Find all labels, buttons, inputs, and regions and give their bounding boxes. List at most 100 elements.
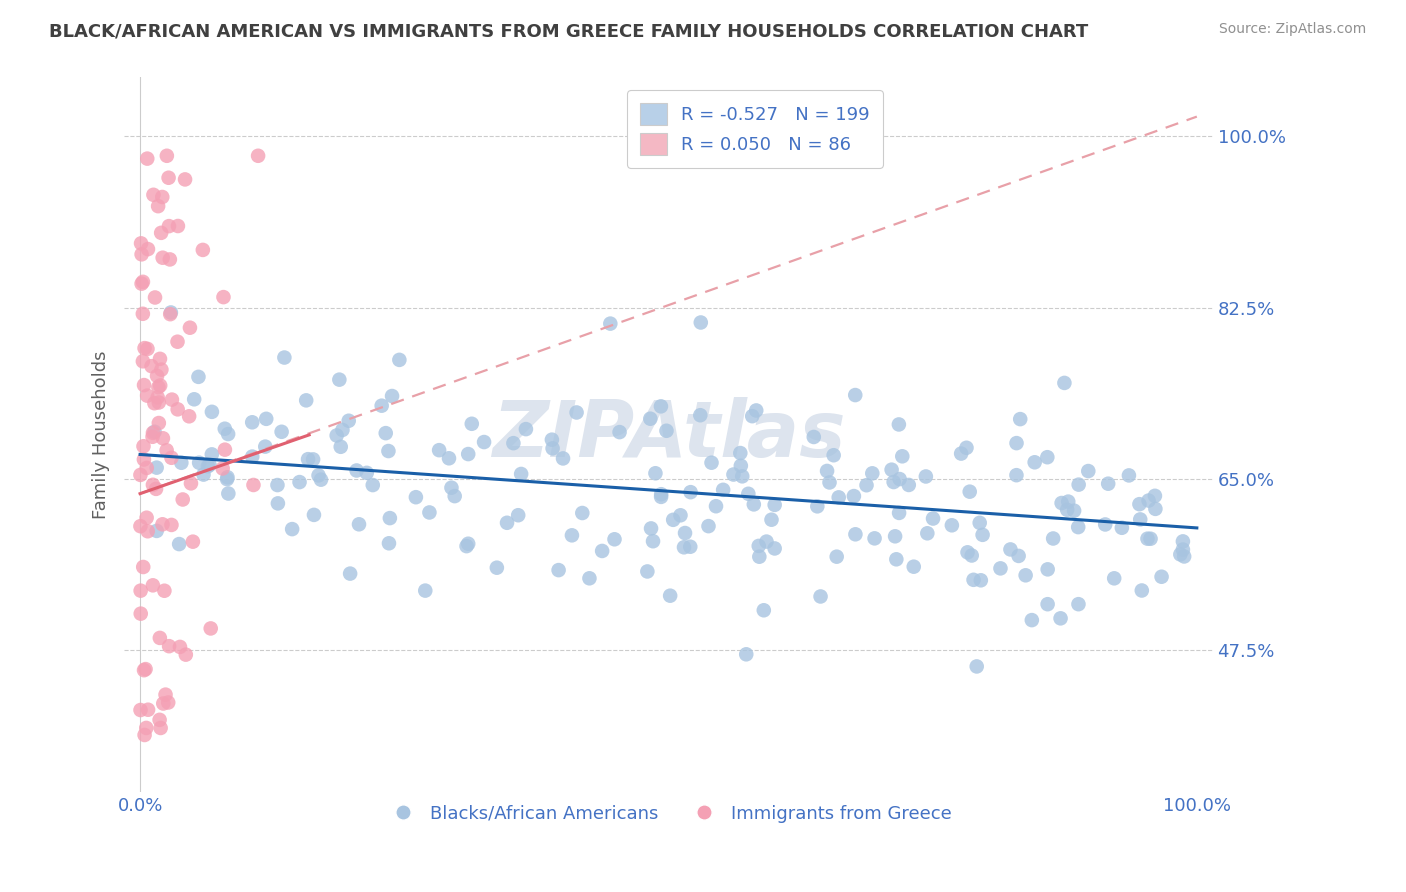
Point [1144, 501, 1167, 516]
Point [1173, 549, 1195, 564]
Point [748, 539, 770, 553]
Point [143, 425, 166, 439]
Point [1050, 496, 1073, 510]
Point [510, 467, 533, 481]
Point [152, 431, 174, 445]
Point [655, 424, 678, 438]
Point [689, 408, 711, 422]
Point [541, 433, 564, 447]
Point [887, 417, 910, 432]
Point [818, 475, 841, 490]
Point [308, 468, 330, 483]
Point [1042, 532, 1064, 546]
Point [160, 305, 183, 319]
Point [143, 396, 166, 410]
Point [302, 452, 325, 467]
Point [844, 527, 866, 541]
Point [179, 409, 201, 424]
Point [662, 513, 685, 527]
Point [1000, 542, 1022, 557]
Point [281, 522, 304, 536]
Point [193, 467, 215, 482]
Point [145, 482, 167, 496]
Point [679, 540, 702, 554]
Point [136, 524, 159, 539]
Point [591, 544, 613, 558]
Point [1129, 512, 1152, 526]
Point [129, 583, 152, 598]
Point [1094, 517, 1116, 532]
Point [571, 506, 593, 520]
Point [132, 307, 155, 321]
Point [1024, 455, 1046, 469]
Point [378, 511, 401, 525]
Point [135, 461, 157, 475]
Point [157, 696, 180, 710]
Point [640, 521, 662, 535]
Point [217, 470, 239, 484]
Point [150, 226, 173, 240]
Point [174, 172, 197, 186]
Point [337, 414, 360, 428]
Point [148, 416, 170, 430]
Point [1007, 549, 1029, 563]
Point [132, 378, 155, 392]
Point [405, 490, 427, 504]
Point [146, 368, 169, 383]
Point [155, 688, 177, 702]
Point [183, 392, 205, 407]
Point [889, 472, 911, 486]
Point [1171, 534, 1194, 549]
Point [502, 436, 524, 450]
Point [689, 316, 711, 330]
Point [641, 534, 664, 549]
Point [443, 489, 465, 503]
Text: Source: ZipAtlas.com: Source: ZipAtlas.com [1219, 22, 1367, 37]
Point [730, 458, 752, 473]
Point [170, 456, 193, 470]
Text: ZIPAtlas: ZIPAtlas [492, 397, 845, 473]
Point [141, 359, 163, 374]
Point [704, 500, 727, 514]
Point [508, 508, 530, 523]
Point [200, 622, 222, 636]
Point [346, 463, 368, 477]
Point [763, 541, 786, 556]
Point [599, 317, 621, 331]
Point [897, 478, 920, 492]
Point [1057, 494, 1080, 508]
Point [247, 149, 270, 163]
Point [880, 463, 903, 477]
Point [148, 380, 170, 394]
Point [1049, 611, 1071, 625]
Point [150, 362, 173, 376]
Point [167, 219, 190, 233]
Point [1137, 493, 1160, 508]
Point [1053, 376, 1076, 390]
Point [132, 452, 155, 467]
Point [135, 721, 157, 735]
Point [723, 467, 745, 482]
Point [211, 461, 233, 475]
Point [1005, 436, 1028, 450]
Point [903, 559, 925, 574]
Point [142, 478, 165, 492]
Point [990, 561, 1012, 575]
Point [844, 388, 866, 402]
Point [325, 428, 347, 442]
Point [267, 496, 290, 510]
Point [823, 448, 845, 462]
Point [578, 571, 600, 585]
Point [970, 574, 993, 588]
Point [825, 549, 848, 564]
Point [603, 533, 626, 547]
Point [1111, 521, 1133, 535]
Point [855, 478, 877, 492]
Point [156, 149, 179, 163]
Point [135, 662, 157, 676]
Point [160, 450, 183, 465]
Point [166, 334, 188, 349]
Point [309, 473, 332, 487]
Point [457, 447, 479, 461]
Point [378, 536, 401, 550]
